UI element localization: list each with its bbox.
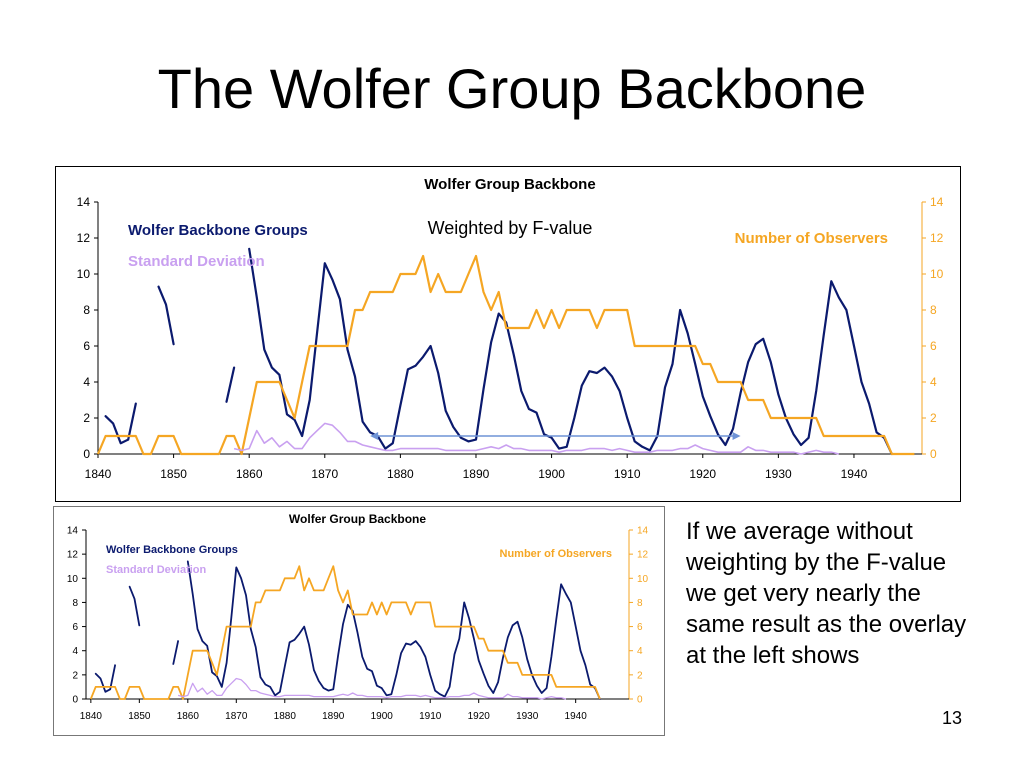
right-tick-label: 10 (930, 267, 944, 281)
left-tick-label: 2 (72, 670, 78, 681)
x-tick-label: 1940 (565, 711, 588, 722)
legend-observers: Number of Observers (500, 548, 612, 560)
series-groups-line-segment (172, 640, 179, 665)
series-observers-line (96, 254, 915, 456)
left-tick-label: 4 (72, 646, 78, 657)
right-tick-label: 0 (637, 695, 643, 706)
x-tick-label: 1900 (538, 467, 565, 481)
slide-title: The Wolfer Group Backbone (157, 57, 867, 120)
x-tick-label: 1930 (765, 467, 792, 481)
x-tick-label: 1940 (841, 467, 868, 481)
right-tick-label: 6 (637, 622, 643, 633)
series-groups-line-segment (128, 585, 141, 627)
left-tick-label: 10 (67, 574, 79, 585)
right-tick-label: 8 (930, 303, 937, 317)
left-tick-label: 4 (83, 375, 90, 389)
right-tick-label: 8 (637, 598, 643, 609)
chart-title: Wolfer Group Backbone (289, 512, 426, 526)
left-tick-label: 6 (83, 339, 90, 353)
legend-groups: Wolfer Backbone Groups (106, 544, 238, 556)
right-tick-label: 2 (637, 670, 643, 681)
main-chart-svg: Wolfer Group Backbone 0 0 2 2 4 4 6 6 8 8 10 10 12 12 1… (77, 176, 944, 481)
x-tick-label: 1860 (236, 467, 263, 481)
series-stdev-line (233, 422, 839, 455)
right-tick-label: 4 (637, 646, 643, 657)
left-tick-label: 14 (77, 195, 91, 209)
left-tick-label: 0 (72, 695, 78, 706)
series-observers-line (89, 565, 601, 700)
right-tick-label: 12 (930, 231, 944, 245)
left-tick-label: 12 (77, 231, 91, 245)
inset-chart: Wolfer Group Backbone 0 0 2 2 4 4 6 6 8 8 10 10 12 12 1… (53, 506, 665, 736)
x-tick-label: 1880 (274, 711, 297, 722)
left-tick-label: 2 (83, 411, 90, 425)
side-note: If we average without weighting by the F… (686, 518, 967, 669)
legend-stdev: Standard Deviation (128, 253, 265, 270)
left-tick-label: 10 (77, 267, 91, 281)
series-groups-line-segment (104, 402, 137, 445)
right-tick-label: 6 (930, 339, 937, 353)
legend-observers: Number of Observers (735, 230, 888, 247)
x-tick-label: 1910 (614, 467, 641, 481)
left-tick-label: 6 (72, 622, 78, 633)
right-tick-label: 12 (637, 550, 649, 561)
x-tick-label: 1850 (128, 711, 151, 722)
x-tick-label: 1840 (80, 711, 103, 722)
x-tick-label: 1930 (516, 711, 539, 722)
left-tick-label: 14 (67, 526, 79, 537)
series-groups-line-segment (94, 664, 116, 693)
series-groups-line-segment (157, 285, 175, 346)
x-tick-label: 1920 (689, 467, 716, 481)
x-tick-label: 1880 (387, 467, 414, 481)
right-tick-label: 10 (637, 574, 649, 585)
inset-chart-svg: Wolfer Group Backbone 0 0 2 2 4 4 6 6 8 8 10 10 12 12 1… (67, 512, 649, 722)
right-tick-label: 0 (930, 447, 937, 461)
series-groups-line-segment (248, 247, 893, 456)
chart-title: Wolfer Group Backbone (424, 176, 595, 193)
x-tick-label: 1920 (468, 711, 491, 722)
right-tick-label: 4 (930, 375, 937, 389)
series-stdev-line (177, 677, 567, 700)
right-tick-label: 14 (930, 195, 944, 209)
legend-stdev: Standard Deviation (106, 564, 207, 576)
page-number: 13 (941, 708, 962, 728)
x-tick-label: 1850 (160, 467, 187, 481)
left-tick-label: 8 (72, 598, 78, 609)
left-tick-label: 12 (67, 550, 79, 561)
left-tick-label: 8 (83, 303, 90, 317)
x-tick-label: 1910 (419, 711, 442, 722)
right-tick-label: 14 (637, 526, 649, 537)
chart-annotation: Weighted by F-value (428, 218, 593, 238)
x-tick-label: 1870 (225, 711, 248, 722)
x-tick-label: 1860 (177, 711, 200, 722)
series-groups-line-segment (225, 366, 236, 403)
x-tick-label: 1870 (311, 467, 338, 481)
left-tick-label: 0 (83, 447, 90, 461)
span-arrow-head-left (370, 432, 379, 440)
span-arrow-head-right (732, 432, 741, 440)
legend-groups: Wolfer Backbone Groups (128, 222, 308, 239)
right-tick-label: 2 (930, 411, 937, 425)
x-tick-label: 1890 (463, 467, 490, 481)
x-tick-label: 1900 (371, 711, 394, 722)
main-chart: Wolfer Group Backbone 0 0 2 2 4 4 6 6 8 8 10 10 12 12 1… (55, 166, 961, 502)
x-tick-label: 1890 (322, 711, 345, 722)
series-groups-line-segment (186, 560, 601, 700)
x-tick-label: 1840 (85, 467, 112, 481)
